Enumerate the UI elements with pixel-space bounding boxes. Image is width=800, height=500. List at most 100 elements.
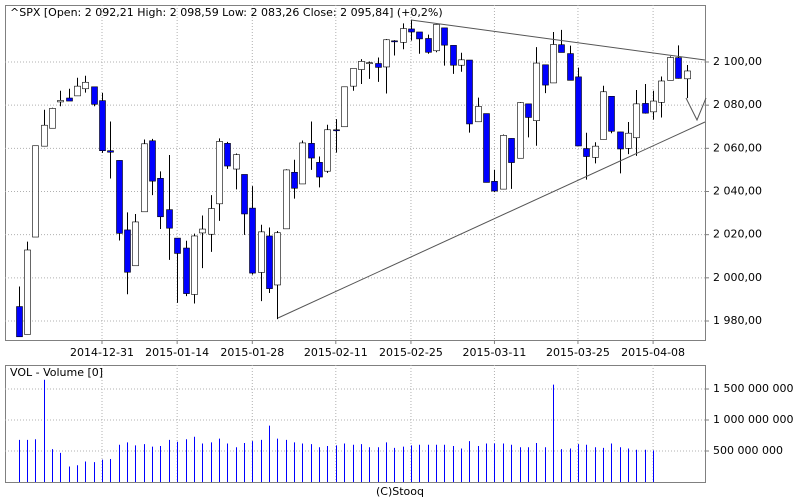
candle-body [391,40,398,43]
candle-body [316,162,323,178]
candle-body [183,247,190,294]
candle-body [567,53,574,81]
candle-body [66,97,73,102]
candle-body [24,249,31,335]
x-tick-label: 2015-03-25 [546,346,610,359]
candle-body [191,235,198,295]
candle-body [341,86,348,128]
y-tick-label: 2 040,00 [713,184,762,197]
arrow [685,97,707,122]
candle-body [166,209,173,229]
candle-body [583,148,590,157]
candle-body [107,150,114,153]
x-tick-label: 2015-03-11 [462,346,526,359]
candle-body [308,143,315,159]
x-tick-label: 2015-02-25 [379,346,443,359]
candle-body [241,174,248,215]
candle-body [425,38,432,53]
candle-body [157,178,164,218]
x-tick-label: 2015-01-14 [145,346,209,359]
volume-title: VOL - Volume [0] [10,366,103,379]
candle-body [49,108,56,129]
candle-body [608,96,615,132]
candle-body [132,221,139,267]
candle-body [575,76,582,147]
candle-body [383,39,390,68]
y-tick-label: 1 000 000 000 [713,413,793,426]
x-tick-label: 2014-12-31 [70,346,134,359]
candle-body [475,106,482,123]
candle-body [466,59,473,125]
candle-body [57,100,64,103]
candle-body [675,57,682,79]
candle-body [74,85,81,97]
candle-body [141,143,148,213]
candle-body [116,160,123,234]
candle-body [533,62,540,121]
y-tick-label: 2 020,00 [713,228,762,241]
candle-body [500,135,507,190]
x-tick-label: 2015-04-08 [621,346,685,359]
plot-layer: 1 980,00 2 000,00 2 020,00 2 040,00 2 060,00… [5,5,793,482]
candle-body [416,31,423,40]
candle-body [517,102,524,159]
candle-body [333,129,340,132]
y-tick-label: 1 500 000 000 [713,382,793,395]
candle-body [99,100,106,151]
candle-body [617,131,624,150]
candle-body [32,145,39,238]
y-tick-label: 500 000 000 [713,444,783,457]
x-tick-label: 2015-02-11 [304,346,368,359]
candle-body [400,28,407,43]
candle-body [299,142,306,185]
trend-line [410,19,706,61]
volume-panel [5,365,706,483]
candle-body [324,129,331,172]
candle-body [684,70,691,80]
candle-body [642,103,649,114]
candle-body [450,45,457,66]
y-tick-label: 1 980,00 [713,314,762,327]
candle-body [483,113,490,183]
candle-body [82,81,89,90]
candle-body [558,44,565,53]
y-tick-label: 2 060,00 [713,141,762,154]
y-tick-label: 2 080,00 [713,98,762,111]
candle-body [408,28,415,33]
candle-body [283,169,290,230]
candle-body [375,63,382,68]
candle-body [592,145,599,158]
candle-body [249,207,256,274]
candle-body [233,154,240,170]
candle-body [258,231,265,273]
candle-body [41,124,48,147]
candle-body [149,140,156,182]
candle-body [199,228,206,234]
trend-lines [277,19,707,319]
candle-body [91,86,98,105]
candle-body [658,80,665,103]
candle-body [350,68,357,87]
candle-body [600,91,607,140]
candle-body [274,232,281,286]
y-tick-label: 2 000,00 [713,271,762,284]
candle-body [291,171,298,189]
candle-body [358,61,365,70]
candle-body [224,143,231,167]
candle-body [550,44,557,84]
candle-body [266,235,273,289]
y-tick-label: 2 100,00 [713,55,762,68]
candle-body [667,57,674,81]
trend-line [277,121,706,319]
candle-body [650,100,657,113]
candle-body [508,138,515,163]
chart-title: ^SPX [Open: 2 092,21 High: 2 098,59 Low:… [10,6,443,19]
candle-body [625,132,632,149]
candle-body [16,306,23,338]
candle-body [433,24,440,52]
candle-body [491,181,498,192]
candle-body [174,237,181,254]
candle-body [525,103,532,118]
candle-body [366,62,373,65]
footer: (C)Stooq [376,485,424,498]
